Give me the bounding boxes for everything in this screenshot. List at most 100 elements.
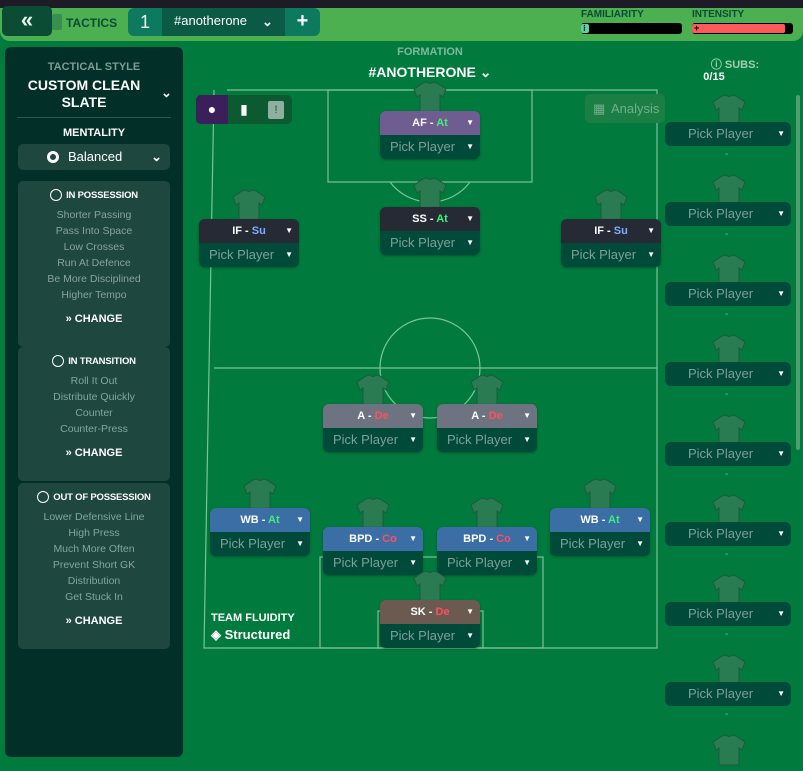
sub-pick-player-dropdown[interactable]: Pick Player ▼ bbox=[665, 282, 791, 306]
stats-view-button[interactable]: ▮ bbox=[228, 95, 260, 124]
tactical-style-dropdown[interactable]: CUSTOM CLEAN SLATE bbox=[13, 77, 155, 111]
pick-player-dropdown[interactable]: Pick Player ▼ bbox=[323, 551, 423, 575]
duty: Su bbox=[613, 225, 628, 237]
player-shirt-icon[interactable] bbox=[243, 478, 277, 510]
add-tactic-button[interactable]: + bbox=[296, 10, 309, 32]
role-dropdown[interactable]: SS - At ▼ bbox=[380, 207, 480, 231]
pick-player-dropdown[interactable]: Pick Player ▼ bbox=[199, 243, 299, 267]
player-shirt-icon[interactable] bbox=[413, 177, 447, 209]
familiarity-bar[interactable]: ⁝ bbox=[581, 23, 682, 34]
role-dropdown[interactable]: IF - Su ▼ bbox=[199, 219, 299, 243]
role-dropdown[interactable]: BPD - Co ▼ bbox=[323, 527, 423, 551]
formation-dropdown[interactable]: #ANOTHERONE ⌄ bbox=[330, 64, 530, 81]
player-shirt-icon[interactable] bbox=[356, 497, 390, 529]
sub-shirt-icon[interactable] bbox=[712, 414, 746, 446]
sub-shirt-icon[interactable] bbox=[712, 654, 746, 686]
change-button[interactable]: » CHANGE bbox=[65, 447, 123, 459]
role-dropdown[interactable]: A - De ▼ bbox=[437, 404, 537, 428]
sub-pick-player-dropdown[interactable]: Pick Player ▼ bbox=[665, 442, 791, 466]
sub-pick-player-dropdown[interactable]: Pick Player ▼ bbox=[665, 202, 791, 226]
caret-down-icon: ▼ bbox=[466, 214, 474, 223]
section-title: IN TRANSITION bbox=[18, 355, 170, 367]
instruction-item: Higher Tempo bbox=[61, 289, 127, 301]
chevron-down-icon[interactable]: ⌄ bbox=[161, 85, 172, 100]
role-dropdown[interactable]: WB - At ▼ bbox=[550, 508, 650, 532]
sub-shirt-icon[interactable] bbox=[712, 334, 746, 366]
role-dropdown[interactable]: SK - De ▼ bbox=[380, 600, 480, 624]
caret-down-icon: ▼ bbox=[466, 238, 474, 247]
duty: Co bbox=[382, 533, 397, 545]
player-shirt-icon[interactable] bbox=[583, 478, 617, 510]
instruction-item: Counter bbox=[75, 407, 113, 419]
info-icon[interactable]: ⓘ bbox=[710, 59, 722, 71]
section-title: IN POSSESSION bbox=[18, 189, 170, 201]
caret-down-icon: ▼ bbox=[409, 435, 417, 444]
change-button[interactable]: » CHANGE bbox=[65, 615, 123, 627]
tactic-selector[interactable]: 1 #anotherone ⌄ + bbox=[128, 8, 320, 36]
subs-scrollbar[interactable] bbox=[796, 95, 800, 450]
pick-player-dropdown[interactable]: Pick Player ▼ bbox=[380, 135, 480, 159]
pick-player-dropdown[interactable]: Pick Player ▼ bbox=[380, 624, 480, 648]
instruction-item: Lower Defensive Line bbox=[43, 511, 145, 523]
pick-player-dropdown[interactable]: Pick Player ▼ bbox=[437, 428, 537, 452]
role-name: A bbox=[357, 410, 365, 422]
intensity-bar[interactable]: + bbox=[692, 23, 793, 34]
mentality-dropdown[interactable]: Balanced ⌄ bbox=[18, 144, 170, 170]
player-shirt-icon[interactable] bbox=[413, 570, 447, 602]
caret-down-icon: ▼ bbox=[777, 289, 785, 298]
sub-shirt-icon[interactable] bbox=[712, 734, 746, 766]
divider bbox=[17, 117, 171, 118]
duty: At bbox=[436, 213, 448, 225]
formation-label: FORMATION bbox=[397, 46, 463, 58]
caret-down-icon: ▼ bbox=[466, 631, 474, 640]
sub-shirt-icon[interactable] bbox=[712, 94, 746, 126]
role-dropdown[interactable]: BPD - Co ▼ bbox=[437, 527, 537, 551]
double-chevron-right-icon: » bbox=[65, 615, 72, 627]
sub-pick-player-dropdown[interactable]: Pick Player ▼ bbox=[665, 122, 791, 146]
tactic-name: #anotherone bbox=[174, 13, 248, 28]
analysis-button[interactable]: ▦ Analysis bbox=[585, 94, 665, 123]
mentality-icon bbox=[47, 151, 59, 163]
change-button[interactable]: » CHANGE bbox=[65, 313, 123, 325]
role-dropdown[interactable]: WB - At ▼ bbox=[210, 508, 310, 532]
player-shirt-icon[interactable] bbox=[413, 81, 447, 113]
tactic-slot-number[interactable]: 1 bbox=[139, 12, 150, 32]
position-card: BPD - Co ▼ Pick Player ▼ bbox=[437, 527, 537, 575]
pick-player-dropdown[interactable]: Pick Player ▼ bbox=[380, 231, 480, 255]
player-shirt-icon[interactable] bbox=[594, 189, 628, 221]
role-dropdown[interactable]: AF - At ▼ bbox=[380, 111, 480, 135]
sub-shirt-icon[interactable] bbox=[712, 574, 746, 606]
sub-pick-player-dropdown[interactable]: Pick Player ▼ bbox=[665, 602, 791, 626]
player-shirt-icon[interactable] bbox=[470, 497, 504, 529]
caret-down-icon: ▼ bbox=[523, 534, 531, 543]
role-name: A bbox=[471, 410, 479, 422]
sub-shirt-icon[interactable] bbox=[712, 174, 746, 206]
pick-player-dropdown[interactable]: Pick Player ▼ bbox=[561, 243, 661, 267]
sub-pick-player-dropdown[interactable]: Pick Player ▼ bbox=[665, 682, 791, 706]
role-dropdown[interactable]: A - De ▼ bbox=[323, 404, 423, 428]
pick-player-dropdown[interactable]: Pick Player ▼ bbox=[437, 551, 537, 575]
caret-down-icon: ▼ bbox=[285, 250, 293, 259]
pick-player-dropdown[interactable]: Pick Player ▼ bbox=[550, 532, 650, 556]
sub-player-placeholder: - bbox=[725, 229, 729, 240]
pick-player-dropdown[interactable]: Pick Player ▼ bbox=[323, 428, 423, 452]
player-shirt-icon[interactable] bbox=[232, 189, 266, 221]
sub-pick-player-dropdown[interactable]: Pick Player ▼ bbox=[665, 362, 791, 386]
player-view-button[interactable]: ● bbox=[196, 95, 228, 124]
duty: At bbox=[436, 117, 448, 129]
sub-player-placeholder: - bbox=[725, 469, 729, 480]
sub-pick-player-dropdown[interactable]: Pick Player ▼ bbox=[665, 522, 791, 546]
instruction-item: High Press bbox=[68, 527, 120, 539]
sub-shirt-icon[interactable] bbox=[712, 254, 746, 286]
player-shirt-icon[interactable] bbox=[470, 374, 504, 406]
chevron-down-icon: ⌄ bbox=[151, 149, 162, 164]
player-shirt-icon[interactable] bbox=[356, 374, 390, 406]
sub-shirt-icon[interactable] bbox=[712, 494, 746, 526]
role-dropdown[interactable]: IF - Su ▼ bbox=[561, 219, 661, 243]
tactic-name-dropdown[interactable]: #anotherone ⌄ bbox=[162, 8, 285, 36]
pick-player-dropdown[interactable]: Pick Player ▼ bbox=[210, 532, 310, 556]
back-button[interactable]: « bbox=[2, 6, 52, 36]
duty: De bbox=[488, 410, 503, 422]
caret-down-icon: ▼ bbox=[296, 539, 304, 548]
instructions-view-button[interactable]: ! bbox=[260, 95, 292, 124]
